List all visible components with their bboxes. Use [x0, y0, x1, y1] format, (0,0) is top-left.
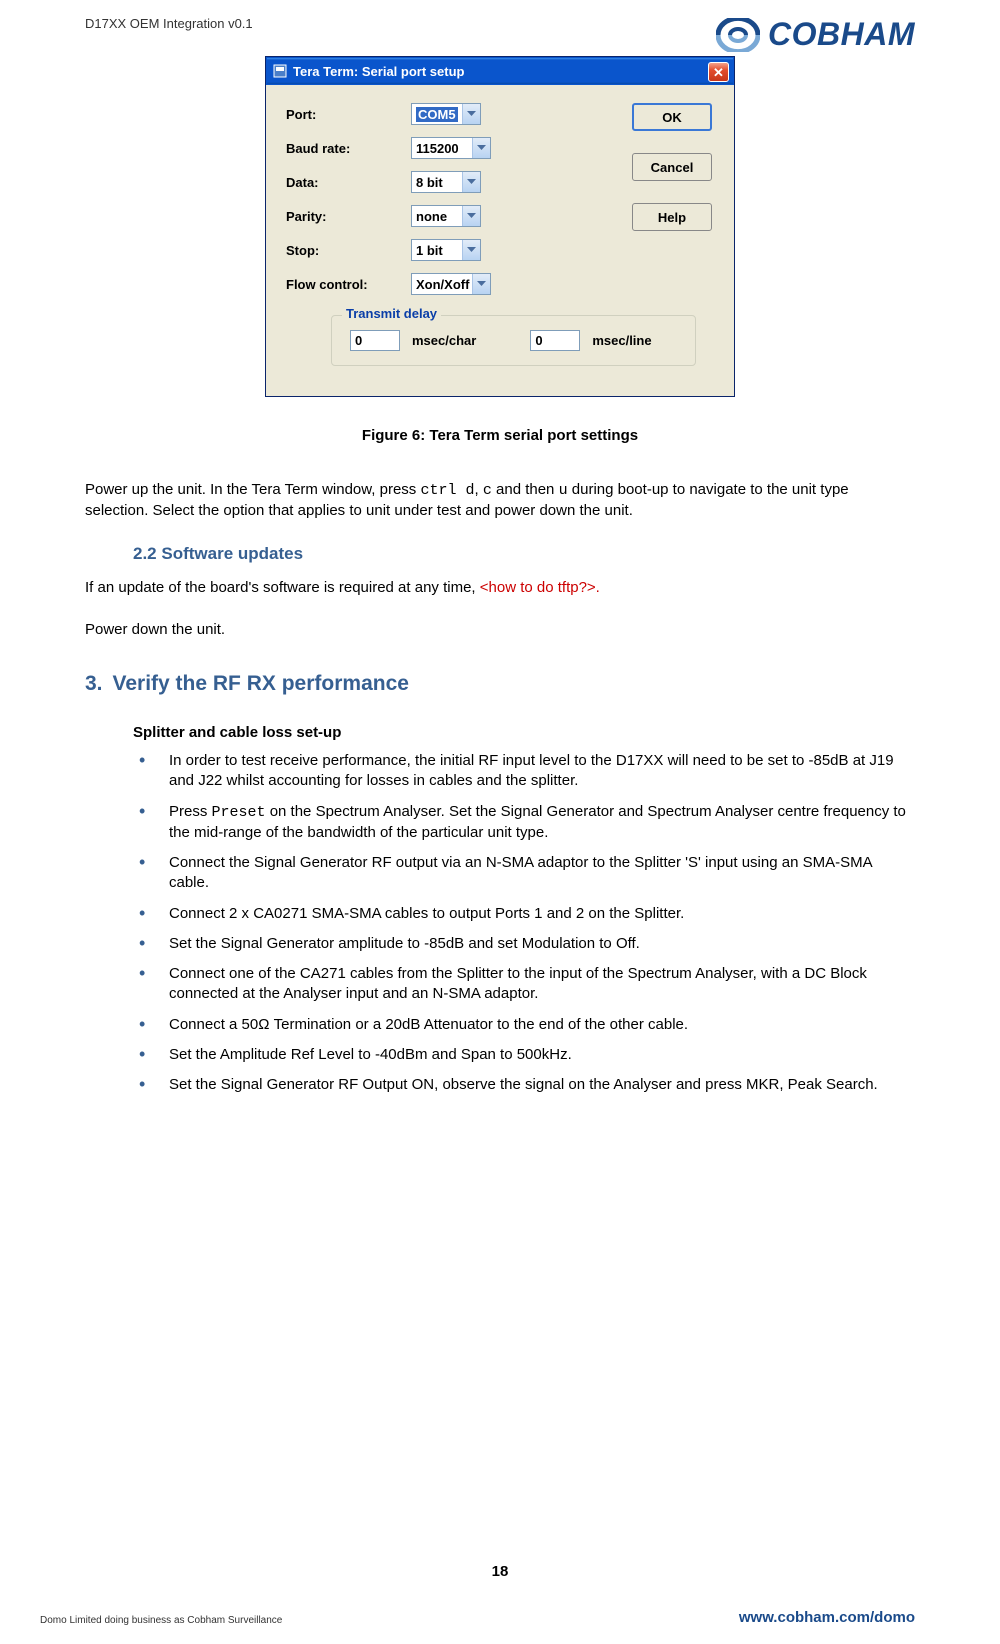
- heading-splitter: Splitter and cable loss set-up: [133, 724, 915, 741]
- dialog-wrap: Tera Term: Serial port setup ✕ Port: COM…: [85, 56, 915, 397]
- help-button[interactable]: Help: [632, 203, 712, 231]
- app-icon: [272, 63, 288, 79]
- select-data[interactable]: 8 bit: [411, 171, 481, 193]
- list-item: Connect one of the CA271 cables from the…: [133, 964, 915, 1005]
- cancel-button[interactable]: Cancel: [632, 153, 712, 181]
- heading-3-title: Verify the RF RX performance: [113, 672, 409, 695]
- label-port: Port:: [286, 107, 411, 122]
- page-header: D17XX OEM Integration v0.1 COBHAM: [85, 16, 915, 53]
- row-stop: Stop: 1 bit: [286, 239, 714, 261]
- code-c: c: [483, 482, 492, 499]
- select-parity-value: none: [416, 209, 447, 224]
- select-stop[interactable]: 1 bit: [411, 239, 481, 261]
- dialog-body: Port: COM5 Baud rate: 115200 Data:: [266, 85, 734, 396]
- titlebar-text: Tera Term: Serial port setup: [293, 64, 464, 79]
- select-stop-value: 1 bit: [416, 243, 443, 258]
- footer-left: Domo Limited doing business as Cobham Su…: [40, 1615, 282, 1626]
- chevron-down-icon: [472, 138, 490, 158]
- content: Tera Term: Serial port setup ✕ Port: COM…: [85, 56, 915, 1105]
- select-baud-value: 115200: [416, 141, 459, 156]
- page-number: 18: [0, 1563, 1000, 1580]
- label-baud: Baud rate:: [286, 141, 411, 156]
- tftp-note: <how to do tftp?>.: [480, 579, 600, 596]
- list-item: Connect the Signal Generator RF output v…: [133, 853, 915, 894]
- heading-2-2: 2.2 Software updates: [133, 544, 915, 564]
- chevron-down-icon: [462, 104, 480, 124]
- heading-3-num: 3.: [85, 672, 103, 695]
- footer-right: www.cobham.com/domo: [739, 1609, 915, 1626]
- bullet-list: In order to test receive performance, th…: [133, 751, 915, 1095]
- label-stop: Stop:: [286, 243, 411, 258]
- select-port[interactable]: COM5: [411, 103, 481, 125]
- row-flow: Flow control: Xon/Xoff: [286, 273, 714, 295]
- close-icon: ✕: [713, 66, 724, 79]
- msec-char-label: msec/char: [412, 333, 476, 348]
- logo: COBHAM: [716, 16, 915, 53]
- msec-char-input[interactable]: 0: [350, 330, 400, 351]
- select-flow[interactable]: Xon/Xoff: [411, 273, 491, 295]
- list-item: In order to test receive performance, th…: [133, 751, 915, 792]
- list-item: Connect 2 x CA0271 SMA-SMA cables to out…: [133, 904, 915, 924]
- code-ctrl-d: ctrl d: [420, 482, 474, 499]
- button-column: OK Cancel Help: [632, 103, 712, 231]
- para-power-up: Power up the unit. In the Tera Term wind…: [85, 480, 915, 522]
- transmit-delay-group: Transmit delay 0 msec/char 0 msec/line: [331, 315, 696, 366]
- chevron-down-icon: [472, 274, 490, 294]
- chevron-down-icon: [462, 240, 480, 260]
- select-parity[interactable]: none: [411, 205, 481, 227]
- titlebar[interactable]: Tera Term: Serial port setup ✕: [266, 57, 734, 85]
- close-button[interactable]: ✕: [708, 62, 729, 82]
- list-item: Set the Amplitude Ref Level to -40dBm an…: [133, 1045, 915, 1065]
- list-item: Press Preset on the Spectrum Analyser. S…: [133, 802, 915, 844]
- ok-button[interactable]: OK: [632, 103, 712, 131]
- msec-line-input[interactable]: 0: [530, 330, 580, 351]
- logo-text: COBHAM: [768, 16, 915, 53]
- footer: Domo Limited doing business as Cobham Su…: [40, 1609, 915, 1626]
- select-baud[interactable]: 115200: [411, 137, 491, 159]
- code-u: u: [559, 482, 568, 499]
- chevron-down-icon: [462, 206, 480, 226]
- doc-title: D17XX OEM Integration v0.1: [85, 16, 253, 31]
- figure-caption: Figure 6: Tera Term serial port settings: [85, 427, 915, 444]
- select-data-value: 8 bit: [416, 175, 443, 190]
- select-port-value: COM5: [416, 107, 458, 122]
- para-power-down: Power down the unit.: [85, 620, 915, 640]
- msec-line-label: msec/line: [592, 333, 651, 348]
- serial-port-dialog: Tera Term: Serial port setup ✕ Port: COM…: [265, 56, 735, 397]
- label-data: Data:: [286, 175, 411, 190]
- logo-icon: [716, 18, 760, 52]
- list-item: Connect a 50Ω Termination or a 20dB Atte…: [133, 1015, 915, 1035]
- label-flow: Flow control:: [286, 277, 411, 292]
- para-sw-update: If an update of the board's software is …: [85, 578, 915, 598]
- group-title: Transmit delay: [342, 306, 441, 321]
- heading-3: 3. Verify the RF RX performance: [85, 672, 915, 696]
- code-preset: Preset: [212, 804, 266, 821]
- label-parity: Parity:: [286, 209, 411, 224]
- list-item: Set the Signal Generator RF Output ON, o…: [133, 1075, 915, 1095]
- delay-row: 0 msec/char 0 msec/line: [350, 330, 677, 351]
- chevron-down-icon: [462, 172, 480, 192]
- list-item: Set the Signal Generator amplitude to -8…: [133, 934, 915, 954]
- select-flow-value: Xon/Xoff: [416, 277, 469, 292]
